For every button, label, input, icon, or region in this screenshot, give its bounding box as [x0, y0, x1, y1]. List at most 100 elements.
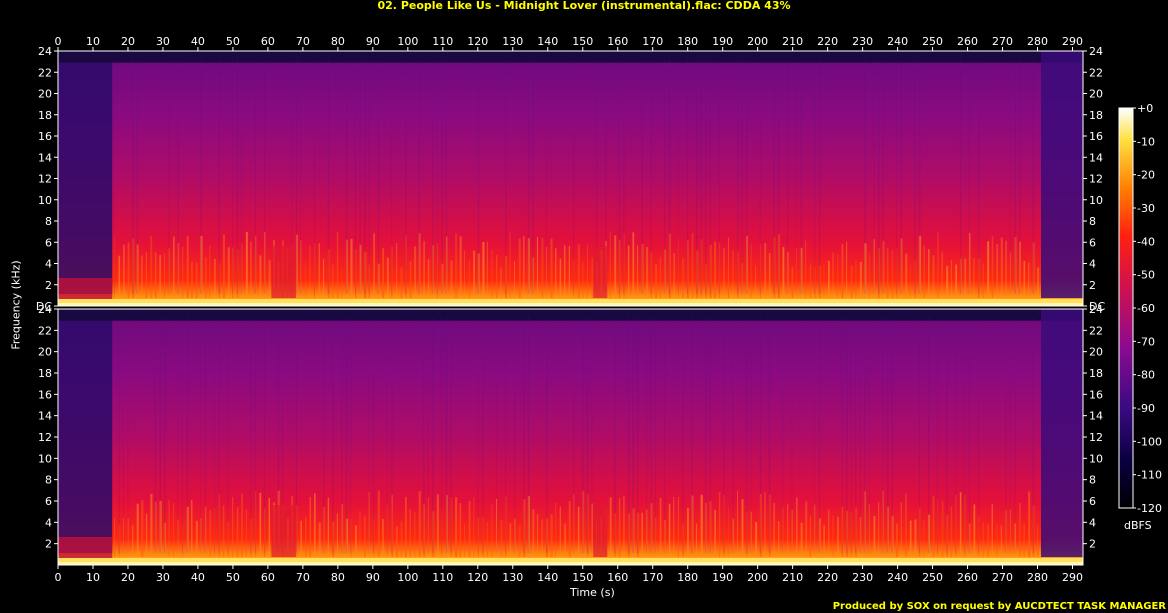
x-tick-label-top: 260 — [957, 35, 978, 48]
streak-faint — [200, 59, 202, 294]
energy-streak — [546, 246, 547, 298]
x-tick-label-bottom: 140 — [537, 571, 558, 584]
streak-faint — [1009, 317, 1011, 553]
y-tick-label-right: 20 — [1089, 88, 1103, 101]
energy-streak — [609, 231, 611, 298]
energy-streak — [436, 494, 439, 557]
energy-streak — [677, 237, 679, 298]
y-tick-label-right: 12 — [1089, 431, 1103, 444]
energy-streak — [1000, 237, 1003, 298]
energy-streak — [141, 500, 144, 557]
streak-faint — [350, 317, 352, 553]
streak-faint — [364, 59, 366, 294]
energy-streak — [214, 258, 216, 298]
energy-streak — [455, 497, 458, 557]
energy-streak — [341, 503, 344, 557]
y-tick-label-right: 24 — [1089, 45, 1103, 58]
energy-streak — [950, 260, 953, 298]
energy-streak — [955, 495, 957, 557]
streak-faint — [800, 59, 802, 294]
streak-faint — [937, 317, 938, 553]
streak-faint — [691, 317, 693, 553]
energy-streak — [345, 239, 349, 298]
x-tick-label-top: 270 — [992, 35, 1013, 48]
streak-faint — [896, 59, 897, 294]
energy-streak — [641, 244, 644, 298]
energy-streak — [536, 237, 538, 298]
colorbar: +0 -10 -20 -30 -40 -50 -60 -70 -80 -90 -100 -110 -12… — [1118, 102, 1162, 515]
energy-streak — [673, 252, 676, 298]
energy-streak — [887, 507, 889, 557]
streak-faint — [650, 59, 652, 294]
x-tick-label-top: 220 — [817, 35, 838, 48]
energy-streak — [1028, 491, 1031, 557]
energy-streak — [878, 248, 880, 298]
energy-streak — [482, 241, 485, 298]
energy-streak — [987, 241, 990, 298]
streak-faint — [682, 317, 684, 553]
x-tick-label-top: 200 — [747, 35, 768, 48]
y-tick-label: 16 — [38, 388, 52, 401]
y-tick-label-right: 16 — [1089, 130, 1103, 143]
streak-faint — [705, 317, 707, 553]
streak-faint — [864, 59, 866, 294]
energy-streak — [505, 256, 507, 298]
streak-faint — [868, 317, 870, 553]
energy-streak — [591, 257, 594, 298]
y-tick-label: 14 — [38, 410, 52, 423]
energy-streak — [937, 232, 939, 298]
streak-faint — [618, 59, 620, 294]
streak-faint — [436, 59, 438, 294]
energy-streak — [386, 504, 388, 557]
energy-streak — [805, 501, 808, 557]
x-tick-label-bottom: 160 — [607, 571, 628, 584]
x-tick-label-bottom: 290 — [1062, 571, 1083, 584]
y-tick-label-right: 24 — [1089, 303, 1103, 316]
x-tick-label-bottom: 10 — [86, 571, 100, 584]
energy-streak — [382, 518, 384, 557]
energy-streak — [223, 505, 225, 557]
energy-streak — [400, 267, 403, 298]
y-tick-label: 10 — [38, 452, 52, 465]
energy-streak — [732, 518, 734, 557]
energy-streak — [764, 492, 766, 557]
y-tick-label: 20 — [38, 88, 52, 101]
streak-faint — [295, 59, 298, 294]
y-tick-label-right: 12 — [1089, 173, 1103, 186]
streak-faint — [345, 317, 348, 553]
energy-streak — [500, 520, 503, 557]
y-tick-label: 18 — [38, 109, 52, 122]
x-tick-label-bottom: 30 — [156, 571, 170, 584]
streak-faint — [928, 317, 930, 553]
energy-streak — [264, 232, 266, 298]
streak-faint — [254, 59, 256, 294]
x-tick-label-bottom: 220 — [817, 571, 838, 584]
chart-title: 02. People Like Us - Midnight Lover (ins… — [377, 0, 791, 12]
energy-streak — [518, 238, 521, 298]
energy-streak — [395, 243, 398, 298]
colorbar-tick-label: -90 — [1137, 402, 1155, 415]
energy-streak — [364, 251, 367, 298]
energy-streak — [618, 239, 621, 298]
streak-faint — [546, 317, 548, 553]
energy-streak — [473, 497, 475, 557]
energy-streak — [887, 248, 889, 298]
y-tick-label: 18 — [38, 367, 52, 380]
energy-streak — [718, 242, 721, 298]
streak-faint — [596, 59, 598, 294]
y-tick-label: 4 — [45, 516, 52, 529]
streak-faint — [759, 317, 762, 553]
energy-streak — [837, 253, 839, 298]
x-tick-label-bottom: 230 — [852, 571, 873, 584]
x-tick-label-top: 120 — [467, 35, 488, 48]
energy-streak — [741, 499, 744, 557]
energy-streak — [855, 260, 857, 298]
energy-streak — [659, 257, 661, 298]
energy-streak — [300, 240, 302, 298]
energy-streak — [418, 491, 421, 557]
streak-faint — [732, 317, 734, 553]
x-tick-label-top: 210 — [782, 35, 803, 48]
x-tick-label-bottom: 260 — [957, 571, 978, 584]
energy-streak — [668, 503, 671, 557]
energy-streak — [123, 244, 125, 298]
